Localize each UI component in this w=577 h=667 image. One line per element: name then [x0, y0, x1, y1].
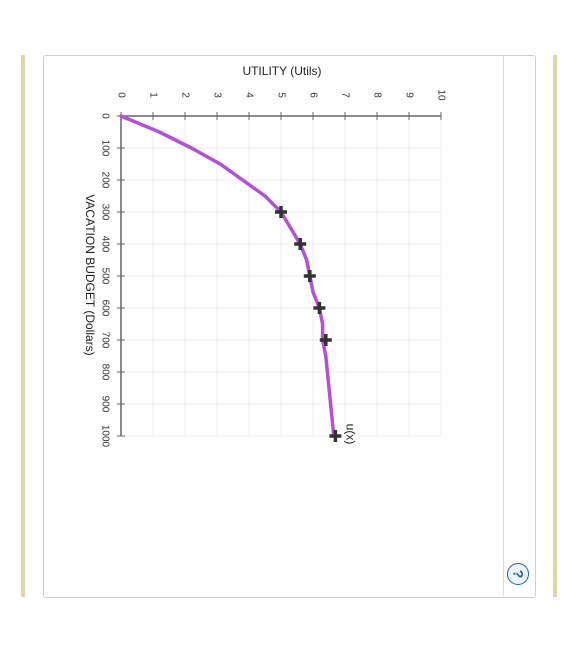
- tick-label-utility-3: 3: [211, 92, 222, 98]
- axis-title-utility: UTILITY (Utils): [242, 64, 321, 78]
- tick-label-budget-100: 100: [99, 140, 110, 157]
- chart-labels: u(x) UTILITY (Utils) VACATION BUDGET (Doll…: [83, 64, 358, 444]
- chart-ticks: 0 1 2 3 4 5 6 7 8 9 100100200300400500600700800900…: [99, 89, 446, 447]
- point-marker-0: [275, 206, 287, 218]
- tick-label-utility-0: 0: [115, 92, 126, 98]
- tick-label-utility-5: 5: [275, 92, 286, 98]
- tick-label-budget-700: 700: [99, 332, 110, 349]
- tick-label-budget-400: 400: [99, 236, 110, 253]
- tick-label-budget-900: 900: [99, 396, 110, 413]
- right-accent-bar: [553, 55, 557, 597]
- point-marker-2: [303, 270, 316, 282]
- tick-label-utility-10: 10: [435, 89, 446, 101]
- question-card: [43, 55, 536, 598]
- tick-label-budget-1000: 1000: [99, 425, 110, 448]
- tick-label-utility-8: 8: [371, 92, 382, 98]
- axis-title-budget: VACATION BUDGET (Dollars): [83, 194, 97, 355]
- tick-label-budget-800: 800: [99, 364, 110, 381]
- tick-label-utility-7: 7: [339, 92, 350, 98]
- tick-label-budget-0: 0: [99, 113, 110, 119]
- series-label-0: u(x): [344, 424, 358, 445]
- tick-label-budget-200: 200: [99, 172, 110, 189]
- tick-label-utility-9: 9: [403, 92, 414, 98]
- left-accent-bar: [21, 55, 25, 597]
- tick-label-budget-500: 500: [99, 268, 110, 285]
- point-marker-5: [329, 430, 342, 442]
- card-divider: [503, 56, 504, 596]
- tick-label-budget-300: 300: [99, 204, 110, 221]
- tick-label-utility-4: 4: [243, 92, 254, 98]
- chart-markers: [275, 206, 342, 442]
- point-marker-4: [319, 334, 332, 346]
- point-marker-1: [294, 238, 307, 250]
- chart-grid: [120, 115, 442, 437]
- help-button[interactable]: ?: [507, 563, 529, 585]
- tick-label-utility-6: 6: [307, 92, 318, 98]
- tick-label-utility-1: 1: [147, 92, 158, 98]
- help-label: ?: [510, 569, 526, 579]
- tick-label-budget-600: 600: [99, 300, 110, 317]
- point-marker-3: [313, 302, 326, 314]
- tick-label-utility-2: 2: [179, 92, 190, 98]
